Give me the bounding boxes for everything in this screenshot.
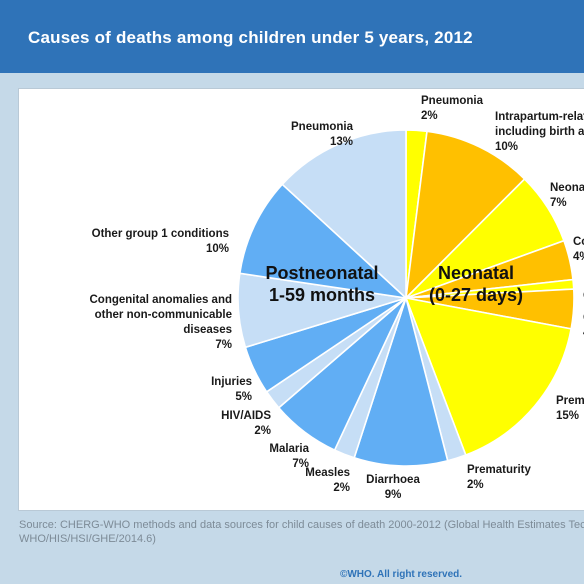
slice-label-postneonatal-hiv-aids: HIV/AIDS 2%	[221, 410, 271, 437]
slice-label-neonatal-intrapartum-related-complications: Intrapartum-related complications,includ…	[495, 111, 584, 153]
slice-label-neonatal-pneumonia: Pneumonia 2%	[421, 95, 484, 122]
slice-label-postneonatal-other-group-1-conditions: Other group 1 conditions 10%	[92, 228, 229, 255]
pie-slice-neonatal-intrapartum-related-complications	[404, 130, 526, 301]
slice-label-postneonatal-diarrhoea: Diarrhoea 9%	[366, 474, 420, 501]
group-label-postneonatal: Postneonatal 1-59 months	[265, 263, 378, 305]
pie-slice-postneonatal-diarrhoea	[353, 295, 449, 467]
source-note: Source: CHERG-WHO methods and data sourc…	[19, 518, 584, 546]
slice-label-neonatal-neonatal-sepsis: Neonatal sepsis7%	[550, 182, 584, 209]
group-label-neonatal: Neonatal (0-27 days)	[429, 263, 523, 305]
slice-label-postneonatal-pneumonia: Pneumonia 13%	[291, 121, 354, 148]
pie-slice-neonatal-prematurity	[404, 296, 573, 457]
slice-label-postneonatal-prematurity: Prematurity 2%	[467, 464, 532, 491]
slice-label-neonatal-prematurity: Prematurity15%	[556, 395, 584, 422]
slice-label-neonatal-congenital-anomalies: Congenital anomalies4%	[573, 236, 584, 263]
slice-label-postneonatal-measles: Measles 2%	[305, 467, 350, 494]
pie-slice-postneonatal-other-group-1-conditions	[238, 183, 409, 300]
chart-title: Causes of deaths among children under 5 …	[28, 28, 473, 47]
source-line-2: WHO/HIS/HSI/GHE/2014.6)	[19, 533, 156, 545]
pie-slice-postneonatal-pneumonia	[281, 129, 407, 300]
copyright-text: ©WHO. All right reserved.	[340, 569, 463, 580]
slice-label-postneonatal-congenital-anomalies-and: Congenital anomalies and other non-commun…	[90, 294, 233, 351]
slice-label-postneonatal-malaria: Malaria 7%	[269, 443, 309, 470]
chart-header: Causes of deaths among children under 5 …	[0, 0, 584, 73]
source-line-1: Source: CHERG-WHO methods and data sourc…	[19, 519, 584, 531]
slice-label-postneonatal-injuries: Injuries 5%	[211, 376, 252, 403]
